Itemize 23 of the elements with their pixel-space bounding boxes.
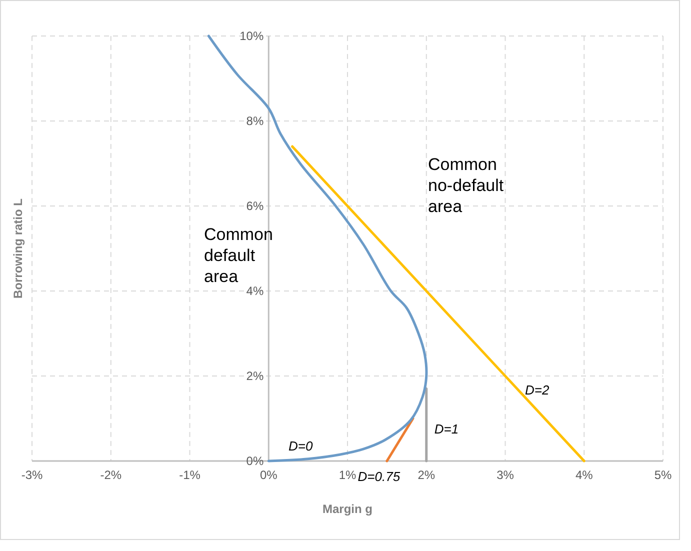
x-tick-label: 1% <box>338 468 356 482</box>
x-tick-label: 0% <box>260 468 278 482</box>
series-label: D=0 <box>288 438 314 454</box>
x-tick-label: -1% <box>179 468 201 482</box>
y-tick-label: 6% <box>246 199 264 213</box>
x-tick-label: -2% <box>100 468 122 482</box>
y-tick-label: 4% <box>246 284 264 298</box>
y-tick-label: 2% <box>246 369 264 383</box>
annotation: Common default area <box>204 225 273 286</box>
series-label: D=0.75 <box>358 469 401 484</box>
x-tick-label: 5% <box>654 468 672 482</box>
y-tick-label: 10% <box>240 29 264 43</box>
y-tick-label: 8% <box>246 114 264 128</box>
y-tick-label: 0% <box>246 454 264 468</box>
x-tick-label: -3% <box>21 468 43 482</box>
x-tick-label: 3% <box>496 468 514 482</box>
annotation: Common no-default area <box>428 155 504 216</box>
y-axis-title: Borrowing ratio L <box>11 198 25 298</box>
series-label: D=2 <box>525 382 550 398</box>
series-label: D=1 <box>434 421 459 436</box>
x-tick-label: 4% <box>575 468 594 482</box>
x-tick-label: 2% <box>418 468 436 482</box>
x-axis-title: Margin g <box>322 502 372 516</box>
